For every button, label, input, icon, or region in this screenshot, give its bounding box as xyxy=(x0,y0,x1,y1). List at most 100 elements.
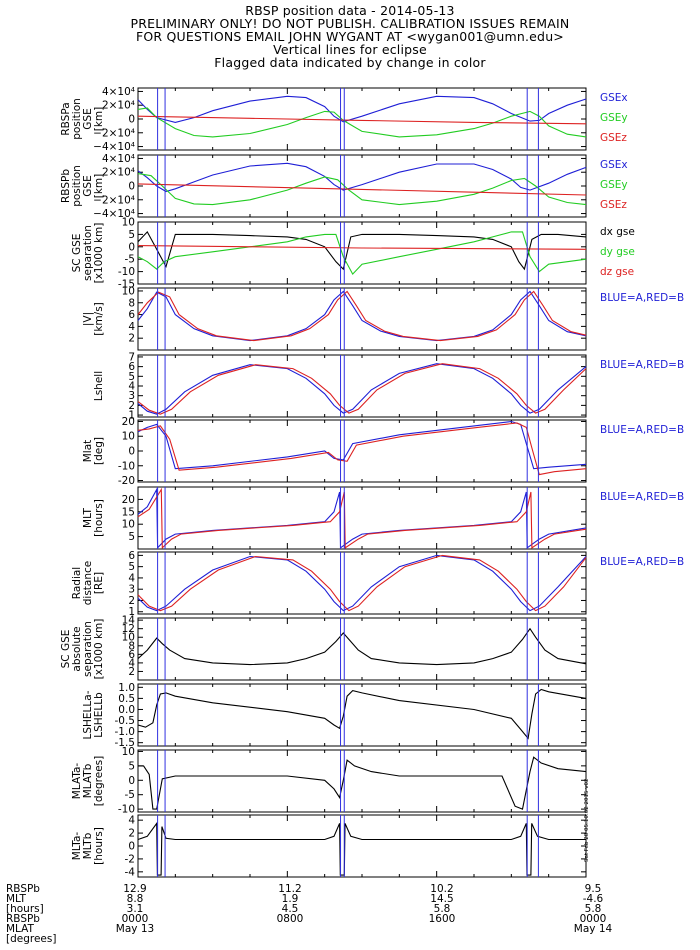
xaxis-col3-mlat: 5.8 xyxy=(584,903,602,915)
ylabel-dmlat: MLATa-MLATb[degrees] xyxy=(71,756,105,806)
ylabel-dmlt: MLTa-MLTb[hours] xyxy=(71,827,105,865)
ylabel-abs-sep: SC GSEabsoluteseparation[x1000 km] xyxy=(60,619,105,680)
xaxis-row-label-4: MLAT xyxy=(6,923,34,935)
ytick-label-mlat-2: 0 xyxy=(128,446,135,458)
series-rbspa-pos-gsez-2 xyxy=(137,115,587,125)
ytick-label-dmlt-0: 4 xyxy=(128,815,135,827)
series-dmlt-line-0 xyxy=(137,821,586,876)
legend-lshell-0: BLUE=A,RED=B xyxy=(600,359,684,371)
xaxis-col2-time: 1600 xyxy=(428,913,456,925)
xaxis-col1-time: 0800 xyxy=(276,913,304,925)
ytick-label-lshell-6: 1 xyxy=(128,410,135,422)
ytick-label-radial-0: 6 xyxy=(128,550,135,562)
xaxis-row-label-2: [hours] xyxy=(6,903,44,915)
ytick-label-lshell-0: 7 xyxy=(128,351,135,363)
ylabel-dlshell: LSHELLa-LSHELLb xyxy=(82,690,105,739)
legend-rbspb-pos-2: GSEz xyxy=(600,199,627,211)
ytick-label-rbspb-pos-0: 4×10⁴ xyxy=(102,153,135,165)
ytick-label-dmlt-1: 2 xyxy=(128,828,135,840)
ytick-label-mlat-4: -20 xyxy=(118,475,135,487)
ytick-label-dmlat-0: 10 xyxy=(122,746,135,758)
xaxis-row-label-1: MLT xyxy=(6,893,26,905)
ytick-label-sc-sep-5: -15 xyxy=(118,279,135,291)
ytick-label-sc-sep-3: -5 xyxy=(125,254,135,266)
ytick-label-mlt-2: 10 xyxy=(122,519,135,531)
ytick-label-vel-2: 6 xyxy=(128,309,135,321)
ytick-label-dmlt-2: 0 xyxy=(128,841,135,853)
panel-frame-lshell xyxy=(137,354,587,418)
series-sc-sep-dy-gse-1 xyxy=(137,231,587,276)
ytick-label-rbspb-pos-3: −2×10⁴ xyxy=(93,194,135,206)
ytick-label-dmlat-1: 5 xyxy=(128,760,135,772)
ytick-label-rbspb-pos-1: 2×10⁴ xyxy=(102,167,135,179)
ytick-label-sc-sep-2: 0 xyxy=(128,241,135,253)
series-vel-b-1 xyxy=(137,290,587,342)
panel-frame-radial xyxy=(137,551,587,615)
panel-frame-vel xyxy=(137,287,587,351)
xaxis-row-label-5: [degrees] xyxy=(6,933,57,945)
series-lshell-a-0 xyxy=(137,363,587,415)
ytick-label-dlshell-1: 0.5 xyxy=(118,693,135,705)
series-rbspb-pos-gsex-0 xyxy=(137,162,587,193)
legend-rbspb-pos-0: GSEx xyxy=(600,159,628,171)
title-line-3: FOR QUESTIONS EMAIL JOHN WYGANT AT <wyga… xyxy=(135,29,564,44)
ytick-label-dmlt-3: -2 xyxy=(125,853,135,865)
legend-sc-sep-2: dz gse xyxy=(600,266,634,278)
series-sc-sep-dz-gse-2 xyxy=(137,245,587,250)
ytick-label-radial-2: 4 xyxy=(128,572,135,584)
timestamp-text: Sat Feb 28 05:10:02 2015 v02 xyxy=(584,778,590,862)
ytick-label-radial-1: 5 xyxy=(128,561,135,573)
legend-sc-sep-0: dx gse xyxy=(600,226,635,238)
series-radial-b-1 xyxy=(137,554,587,612)
legend-radial-0: BLUE=A,RED=B xyxy=(600,556,684,568)
series-radial-a-0 xyxy=(137,554,587,612)
ytick-label-vel-0: 10 xyxy=(122,285,135,297)
ytick-label-dlshell-5: -1.5 xyxy=(115,737,136,749)
ytick-label-mlt-3: 5 xyxy=(128,531,135,543)
xaxis-column-0: 12.9 8.8 3.1 0000 May 13 xyxy=(110,884,160,935)
series-mlt-a-0 xyxy=(137,487,587,550)
title-line-1: RBSP position data - 2014-05-13 xyxy=(245,3,455,18)
ytick-label-lshell-5: 2 xyxy=(128,400,135,412)
series-rbspb-pos-gsez-2 xyxy=(137,183,587,196)
ytick-label-dmlat-4: -10 xyxy=(118,804,135,816)
series-dmlat-line-0 xyxy=(138,756,587,810)
ytick-label-mlat-1: 10 xyxy=(122,431,135,443)
panel-frame-dmlt xyxy=(137,814,587,878)
legend-mlt-0: BLUE=A,RED=B xyxy=(600,491,684,503)
ytick-label-dlshell-2: 0.0 xyxy=(118,704,135,716)
xaxis-col1-mlt: 1.9 xyxy=(281,893,299,905)
xaxis-column-3: 9.5 -4.6 5.8 0000 May 14 xyxy=(568,884,618,935)
xaxis-col0-mlt: 8.8 xyxy=(126,893,144,905)
ylabel-radial: Radialdistance[RE] xyxy=(71,561,105,606)
ytick-label-dmlat-2: 0 xyxy=(128,775,135,787)
ytick-label-rbspa-pos-0: 4×10⁴ xyxy=(102,86,135,98)
legend-vel-0: BLUE=A,RED=B xyxy=(600,292,684,304)
ytick-label-rbspa-pos-4: −4×10⁴ xyxy=(93,141,135,153)
ytick-label-lshell-1: 6 xyxy=(128,361,135,373)
ytick-label-lshell-3: 4 xyxy=(128,381,135,393)
xaxis-col0-date: May 13 xyxy=(115,923,155,935)
legend-mlat-0: BLUE=A,RED=B xyxy=(600,424,684,436)
panel-frame-dmlat xyxy=(137,749,587,813)
title-line-5: Flagged data indicated by change in colo… xyxy=(214,55,486,70)
ytick-label-vel-1: 8 xyxy=(128,297,135,309)
xaxis-col2-lshell: 10.2 xyxy=(430,883,454,895)
ytick-label-mlt-0: 20 xyxy=(122,494,135,506)
ytick-label-radial-3: 3 xyxy=(128,584,135,596)
series-rbspb-pos-gsey-1 xyxy=(137,173,587,206)
ytick-label-lshell-2: 5 xyxy=(128,371,135,383)
ytick-label-abs-sep-4: 6 xyxy=(128,649,135,661)
ytick-label-vel-4: 2 xyxy=(128,333,135,345)
series-lshell-b-1 xyxy=(137,363,587,415)
xaxis-col0-time: 0000 xyxy=(121,913,149,925)
ytick-label-rbspb-pos-2: 0 xyxy=(128,181,135,193)
ytick-label-abs-sep-2: 10 xyxy=(122,632,135,644)
legend-rbspa-pos-0: GSEx xyxy=(600,92,628,104)
xaxis-col2-mlt: 14.5 xyxy=(430,893,454,905)
series-mlt-b-1 xyxy=(137,487,587,550)
panel-frame-mlt xyxy=(137,486,587,550)
panel-frame-abs-sep xyxy=(137,617,587,681)
xaxis-col1-mlat: 4.5 xyxy=(281,903,299,915)
ylabel-vel: |V|[km/s] xyxy=(82,302,105,336)
